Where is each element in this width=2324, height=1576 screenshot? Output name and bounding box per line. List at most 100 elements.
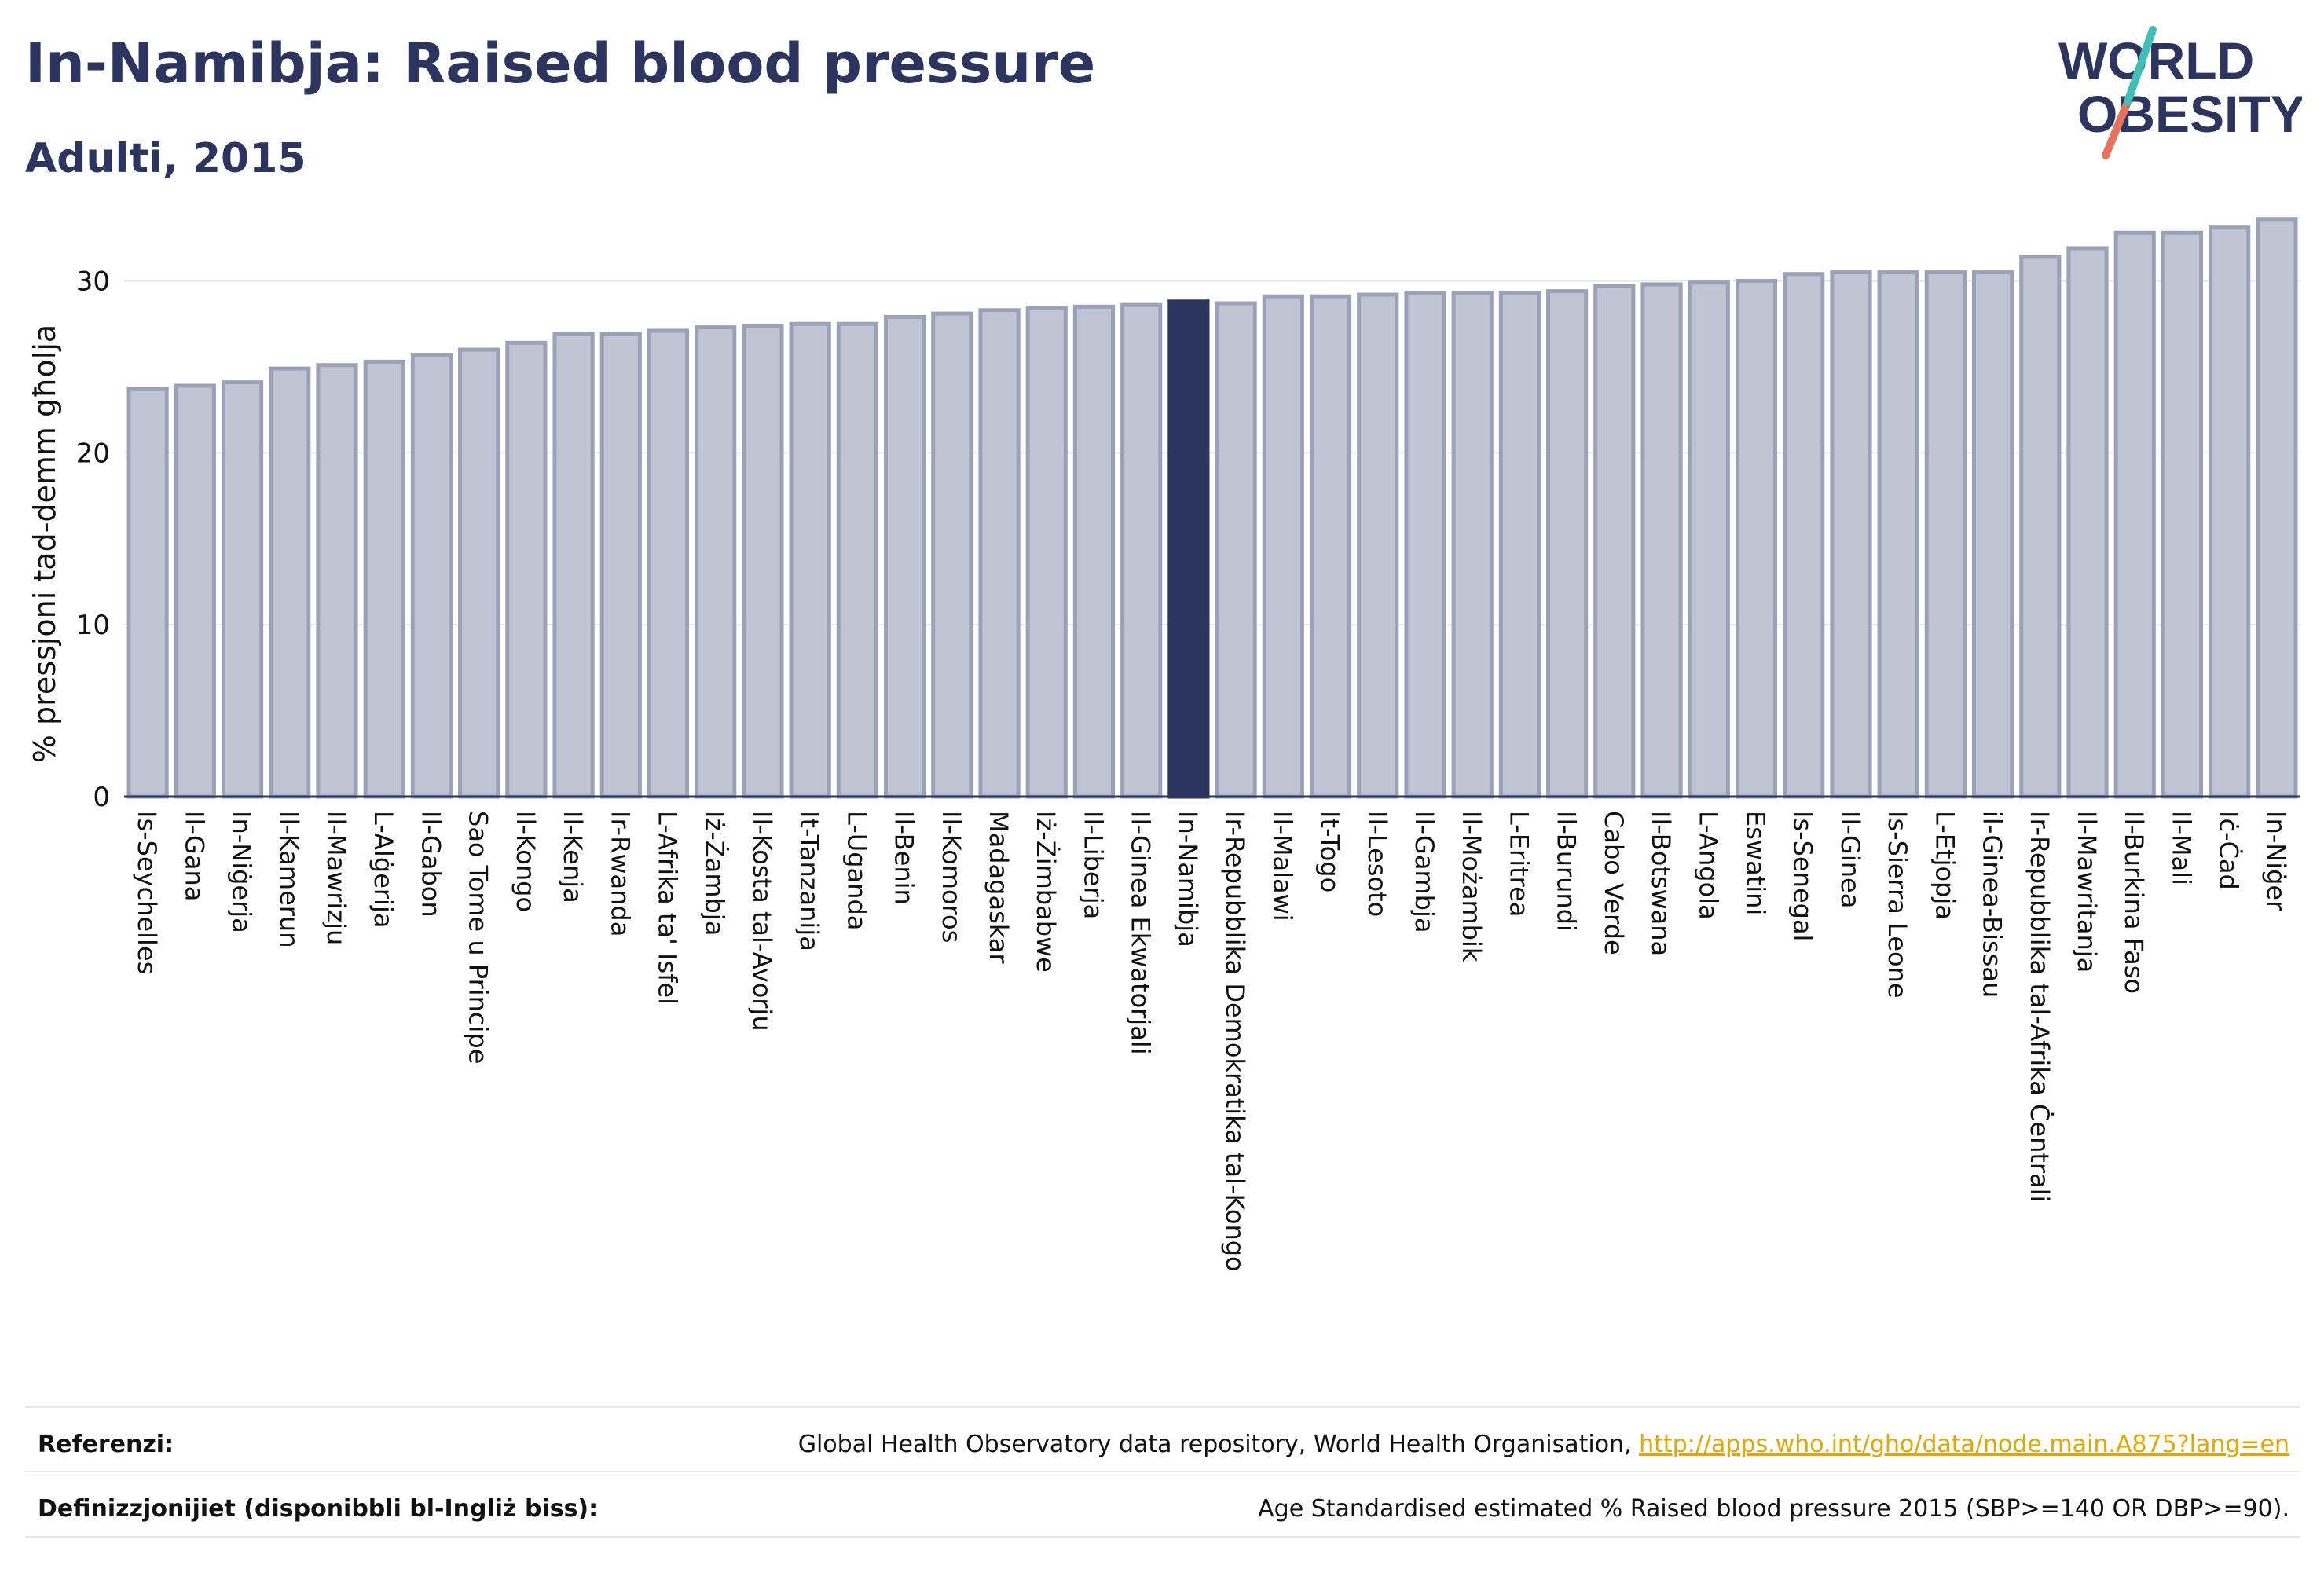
x-axis-labels: Is-Seychelles Il-Gana In-Niġerja Il-Kamerun… (132, 811, 2291, 1272)
x-tick-label: Il-Gabon (416, 811, 445, 918)
bar-2 (221, 380, 264, 799)
bar-3 (269, 366, 311, 799)
bar-8 (505, 340, 548, 799)
bar-41 (2066, 246, 2109, 799)
x-tick-label: Iż-Żambja (700, 811, 730, 936)
bar-34 (1735, 279, 1778, 799)
x-tick-label: Il-Gana (179, 811, 209, 901)
bar-14 (789, 321, 831, 799)
references-text: Global Health Observatory data repositor… (798, 1431, 2289, 1458)
x-tick-label: Iċ-Ċad (2214, 811, 2244, 890)
bar-12 (695, 325, 737, 799)
page-subtitle: Adulti, 2015 (25, 135, 306, 182)
bar-24 (1262, 294, 1304, 799)
bar-6 (410, 353, 453, 799)
bar-45 (2256, 217, 2298, 799)
x-tick-label: L-Uganda (841, 811, 871, 930)
bar-36 (1830, 270, 1872, 799)
bar-13 (742, 323, 784, 799)
x-tick-label: Il-Kenja (558, 811, 588, 903)
definitions-text: Age Standardised estimated % Raised bloo… (1258, 1495, 2289, 1523)
y-tick-label: 20 (76, 438, 110, 469)
bar-26 (1357, 292, 1399, 799)
footer-definitions-row: Definizzjonijiet (disponibbli bl-Ingliż … (38, 1481, 2289, 1536)
x-tick-label: Is-Seychelles (132, 811, 162, 974)
footer-divider-bottom (25, 1536, 2300, 1538)
bars (126, 217, 2298, 799)
bar-30 (1546, 289, 1589, 799)
bar-1 (174, 383, 216, 799)
x-tick-label: Is-Sierra Leone (1882, 811, 1912, 999)
bar-43 (2161, 230, 2204, 799)
y-axis-ticks: 0 10 20 30 (76, 266, 110, 813)
x-tick-label: Il-Lesoto (1362, 811, 1392, 917)
x-tick-label: Il-Kosta tal-Avorju (747, 811, 777, 1032)
x-tick-label: In-Namibja (1173, 811, 1203, 947)
bar-32 (1640, 282, 1683, 799)
bar-31 (1593, 284, 1636, 799)
footer-divider-middle (25, 1471, 2300, 1472)
bar-35 (1783, 272, 1825, 799)
bar-37 (1877, 270, 1919, 799)
bar-0 (126, 387, 169, 799)
x-tick-label: Il-Kamerun (274, 811, 304, 947)
x-tick-label: Il-Benin (889, 811, 919, 905)
bar-20 (1072, 304, 1116, 799)
x-tick-label: Il-Burundi (1552, 811, 1582, 932)
world-obesity-logo: WORLD OBESITY (2058, 26, 2302, 159)
x-tick-label: Il-Mawritanja (2072, 811, 2102, 973)
bar-18 (978, 308, 1021, 799)
x-tick-label: Il-Komoros (937, 811, 966, 943)
x-tick-label: Il-Gambja (1409, 811, 1439, 933)
x-tick-label: Il-Mali (2166, 811, 2196, 885)
x-tick-label: Il-Mawrizju (321, 811, 351, 945)
references-link[interactable]: http://apps.who.int/gho/data/node.main.A… (1639, 1431, 2289, 1458)
x-tick-label: It-Togo (1315, 811, 1345, 892)
bar-17 (931, 311, 973, 799)
bar-21 (1120, 302, 1163, 799)
y-axis-label: % pressjoni tad-demm għolja (27, 324, 62, 763)
y-tick-label: 30 (76, 266, 110, 298)
x-tick-label: Il-Kongo (511, 811, 541, 912)
x-tick-label: Il-Ginea (1835, 811, 1865, 908)
x-tick-label: It-Tanzanija (794, 811, 824, 951)
bar-19 (1025, 306, 1068, 799)
bar-5 (363, 359, 405, 799)
logo-line1: WORLD (2058, 31, 2254, 90)
bar-33 (1688, 280, 1730, 799)
bar-11 (647, 328, 690, 799)
bar-27 (1404, 291, 1446, 799)
x-tick-label: Iż-Żimbabwe (1031, 811, 1061, 973)
x-tick-label: Il-Burkina Faso (2119, 811, 2149, 994)
x-tick-label: Il-Ginea Ekwatorjali (1126, 811, 1156, 1055)
x-tick-label: L-Alġerija (368, 811, 398, 928)
references-label: Referenzi: (38, 1431, 174, 1458)
x-tick-label: Ir-Rwanda (605, 811, 635, 936)
bar-44 (2209, 225, 2251, 799)
bar-4 (316, 363, 358, 799)
x-tick-label: Cabo Verde (1599, 811, 1629, 955)
bar-38 (1924, 270, 1967, 799)
x-tick-label: Il-Malawi (1267, 811, 1297, 922)
bar-10 (599, 332, 642, 799)
x-tick-label: Madagaskar (984, 811, 1014, 964)
x-tick-label: Is-Senegal (1788, 811, 1818, 941)
footer-divider-top (25, 1406, 2300, 1408)
bar-7 (458, 347, 500, 799)
bar-28 (1451, 291, 1494, 799)
bar-23 (1215, 301, 1257, 799)
bar-15 (836, 321, 878, 799)
bar-40 (2019, 255, 2062, 799)
x-tick-label: il-Ginea-Bissau (1978, 811, 2007, 998)
y-tick-label: 10 (76, 610, 110, 641)
x-tick-label: Ir-Repubblika tal-Afrika Ċentrali (2025, 811, 2055, 1202)
bar-chart: 0 10 20 30 Is-Seychelles Il-Gana In-Niġerja Il… (27, 217, 2300, 1272)
x-tick-label: Sao Tome u Principe (464, 811, 493, 1064)
x-tick-label: L-Etjopja (1930, 811, 1959, 920)
x-tick-label: Il-Botswana (1646, 811, 1676, 956)
x-tick-label: Il-Liberja (1078, 811, 1108, 919)
bar-9 (552, 332, 595, 799)
x-tick-label: L-Angola (1693, 811, 1723, 920)
definitions-label: Definizzjonijiet (disponibbli bl-Ingliż … (38, 1495, 599, 1523)
bar-22 (1167, 299, 1210, 799)
